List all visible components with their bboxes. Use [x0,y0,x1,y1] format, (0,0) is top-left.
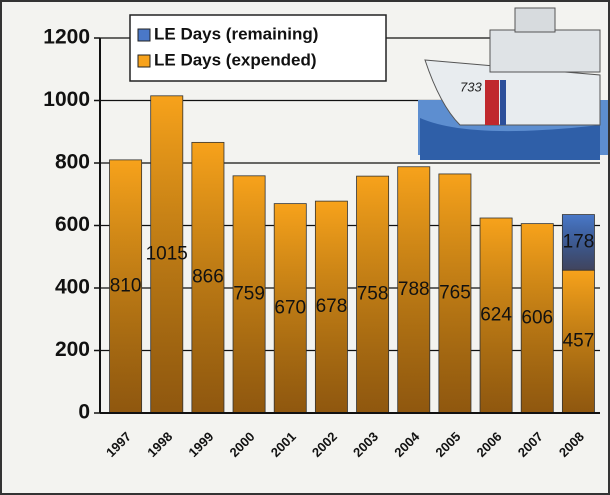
y-tick-label: 1000 [43,88,90,111]
legend-box [129,14,387,82]
bar-shade [479,217,513,414]
y-tick-label: 600 [55,213,90,236]
bridge [514,7,556,33]
value-label: 866 [192,267,224,288]
bar-shade [109,159,143,414]
value-label: 765 [439,282,471,303]
stripe [485,80,499,125]
y-tick-label: 800 [55,151,90,174]
value-label: 624 [480,305,512,326]
legend-label: LE Days (remaining) [154,24,318,43]
grid: 0 200 400 600 800 1000 1200 [43,26,600,424]
legend-swatch [137,28,151,42]
value-label: 178 [563,231,595,252]
value-label: 759 [233,283,265,304]
value-label: 678 [316,296,348,317]
bar-shade [356,175,390,414]
legend-swatch [137,54,151,68]
y-tick-label: 200 [55,338,90,361]
bar-shade [438,173,472,414]
bar-shade [150,95,184,414]
y-tick-label: 400 [55,276,90,299]
value-label: 758 [357,284,389,305]
ship-picture: 733 [418,7,608,160]
bar-shade [520,223,554,414]
bar-shade [561,214,595,271]
stripe-blue [500,80,506,125]
y-tick-label: 1200 [43,26,90,49]
value-label: 788 [398,279,430,300]
bar-shade [191,141,225,414]
legend-label: LE Days (expended) [154,50,317,69]
value-label: 457 [563,331,595,352]
hull [424,59,601,126]
hull-number: 733 [460,79,482,94]
value-label: 810 [110,275,142,296]
wave [420,118,600,160]
bar-shade [397,166,431,414]
y-tick-label: 0 [78,401,90,424]
value-label: 606 [521,307,553,328]
bar-shade [314,200,348,414]
superstructure [489,29,601,73]
value-label: 670 [274,297,306,318]
value-label: 1015 [146,243,188,264]
bar-shade [232,175,266,414]
bars: 8101997101519988661999759200067020016782… [103,95,595,460]
